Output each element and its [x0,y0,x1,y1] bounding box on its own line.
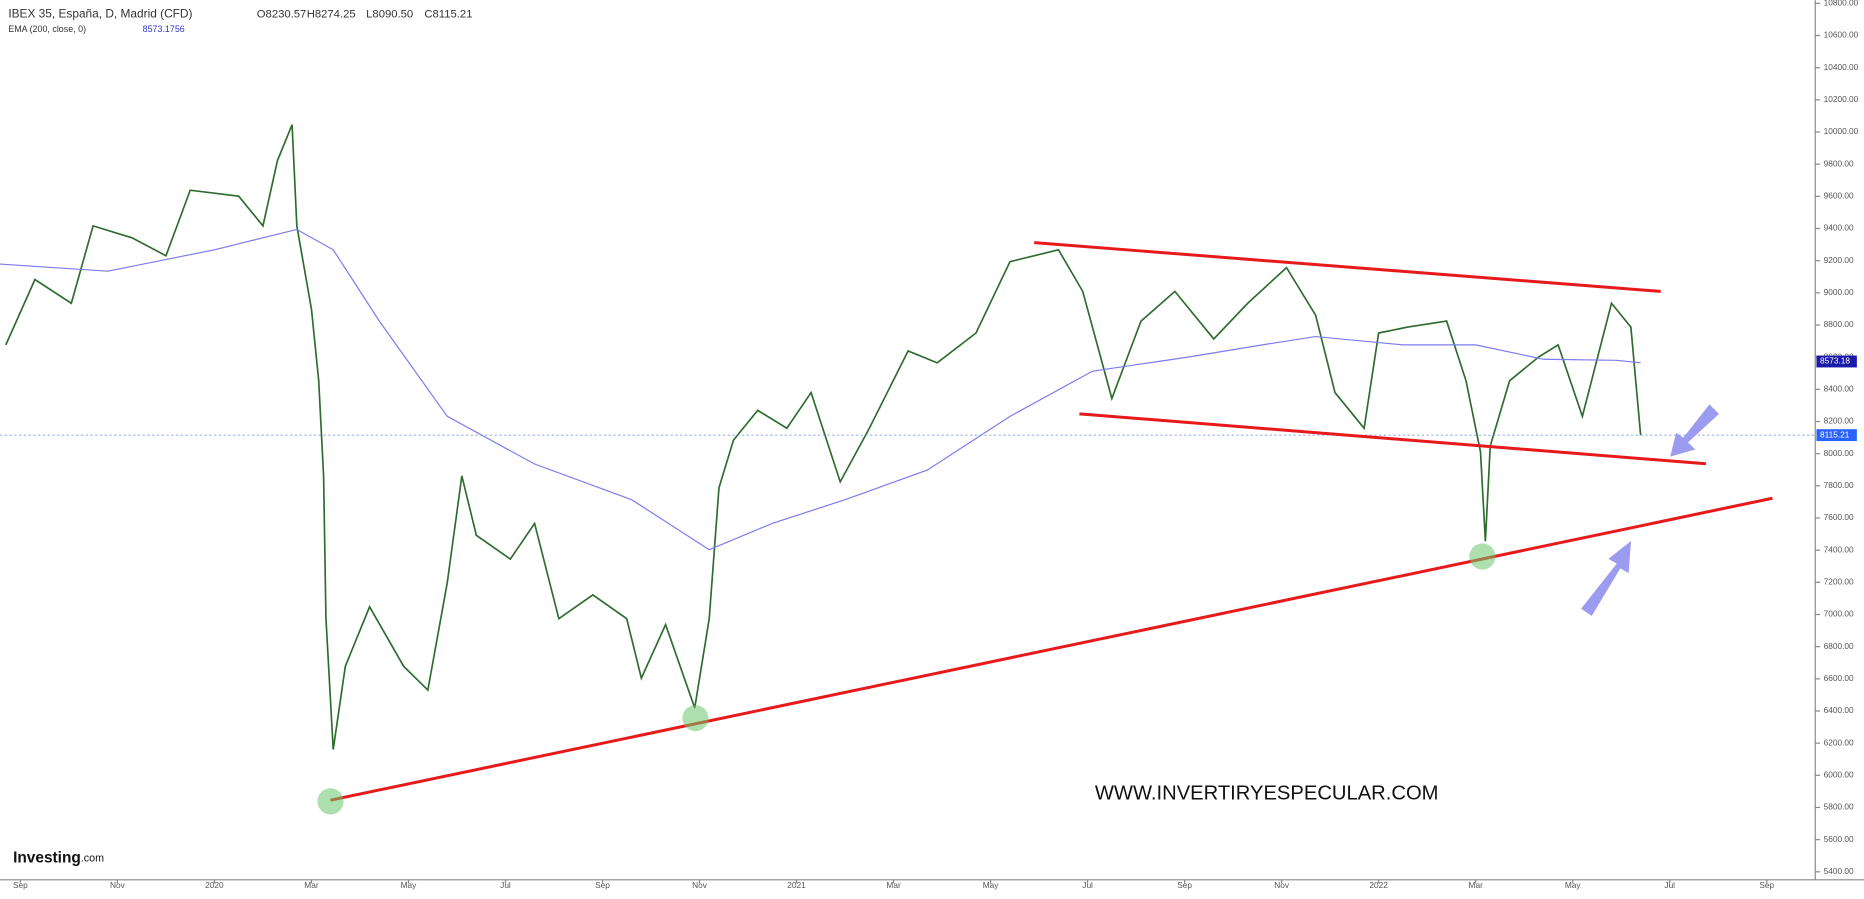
y-tick-label: 8400.00 [1824,384,1854,394]
y-tick-label: 10600.00 [1824,30,1859,40]
y-tick-label: 7000.00 [1824,609,1854,619]
y-tick-label: 7600.00 [1824,512,1854,522]
ema-tag [1816,355,1857,368]
logo-suffix: .com [81,852,104,864]
y-tick-label: 5400.00 [1824,866,1854,876]
ema-tag-label: 8573.18 [1820,356,1850,366]
x-tick-label: 2021 [787,880,806,890]
logo-main: Investing [13,850,81,867]
highlight [317,788,344,815]
price-line [5,124,1642,750]
x-tick-label: Nov [692,880,708,890]
x-tick-label: May [1565,880,1582,890]
arrow [1670,404,1719,457]
highlight [1469,543,1496,570]
x-tick-label: Sep [1177,880,1192,890]
y-tick-label: 9200.00 [1824,255,1854,265]
x-tick-label: Mar [1469,880,1484,890]
last-price-tag [1816,429,1857,442]
low: L8090.50 [366,8,413,20]
instrument: IBEX 35, España, D, Madrid (CFD) [8,7,192,21]
y-tick-label: 7200.00 [1824,577,1854,587]
ema-line [0,228,1641,551]
highlight [682,705,709,732]
x-tick-label: Mar [886,880,901,890]
high: H8274.25 [307,8,356,20]
x-tick-label: Sep [595,880,610,890]
close: C8115.21 [424,8,472,20]
y-tick-label: 5600.00 [1824,834,1854,844]
x-tick-label: Jul [500,880,511,890]
trend-line [1034,241,1661,293]
y-tick-label: 6200.00 [1824,737,1854,747]
y-tick-label: 8800.00 [1824,319,1854,329]
y-tick-label: 5800.00 [1824,802,1854,812]
last-price-label: 8115.21 [1820,429,1850,439]
y-tick-label: 6600.00 [1824,673,1854,683]
y-tick-label: 9800.00 [1824,158,1854,168]
y-tick-label: 10200.00 [1824,94,1859,104]
y-tick-label: 6800.00 [1824,641,1854,651]
y-tick-label: 9600.00 [1824,191,1854,201]
x-tick-label: May [983,880,1000,890]
y-tick-label: 7800.00 [1824,480,1854,490]
x-tick-label: Nov [1274,880,1290,890]
y-tick-label: 8000.00 [1824,448,1854,458]
ema-label: EMA (200, close, 0) [8,24,86,34]
arrow [1581,541,1631,616]
x-tick-label: Sep [1759,880,1774,890]
y-tick-label: 10400.00 [1824,62,1859,72]
y-tick-label: 6000.00 [1824,770,1854,780]
x-tick-label: 2022 [1369,880,1388,890]
y-tick-label: 6400.00 [1824,705,1854,715]
x-tick-label: Sep [13,880,28,890]
x-tick-label: 2020 [205,880,224,890]
y-tick-label: 10000.00 [1824,126,1859,136]
y-tick-label: 9400.00 [1824,223,1854,233]
header: IBEX 35, España, D, Madrid (CFD) O8230.5… [8,7,472,35]
y-tick-label: 10800.00 [1824,0,1859,8]
logo: Investing.com [13,850,104,867]
y-tick-label: 8200.00 [1824,416,1854,426]
y-tick-label: 9000.00 [1824,287,1854,297]
ema-value: 8573.1756 [143,24,185,34]
x-tick-label: May [401,880,418,890]
trend-line [1079,412,1707,466]
x-tick-label: Jul [1664,880,1675,890]
x-tick-label: Mar [304,880,319,890]
trend-line [330,496,1773,802]
annotations [317,241,1773,815]
x-tick-label: Jul [1082,880,1093,890]
x-tick-label: Nov [110,880,126,890]
open: O8230.57 [257,8,307,20]
y-tick-label: 7400.00 [1824,544,1854,554]
watermark: WWW.INVERTIRYESPECULAR.COM [1095,783,1439,805]
